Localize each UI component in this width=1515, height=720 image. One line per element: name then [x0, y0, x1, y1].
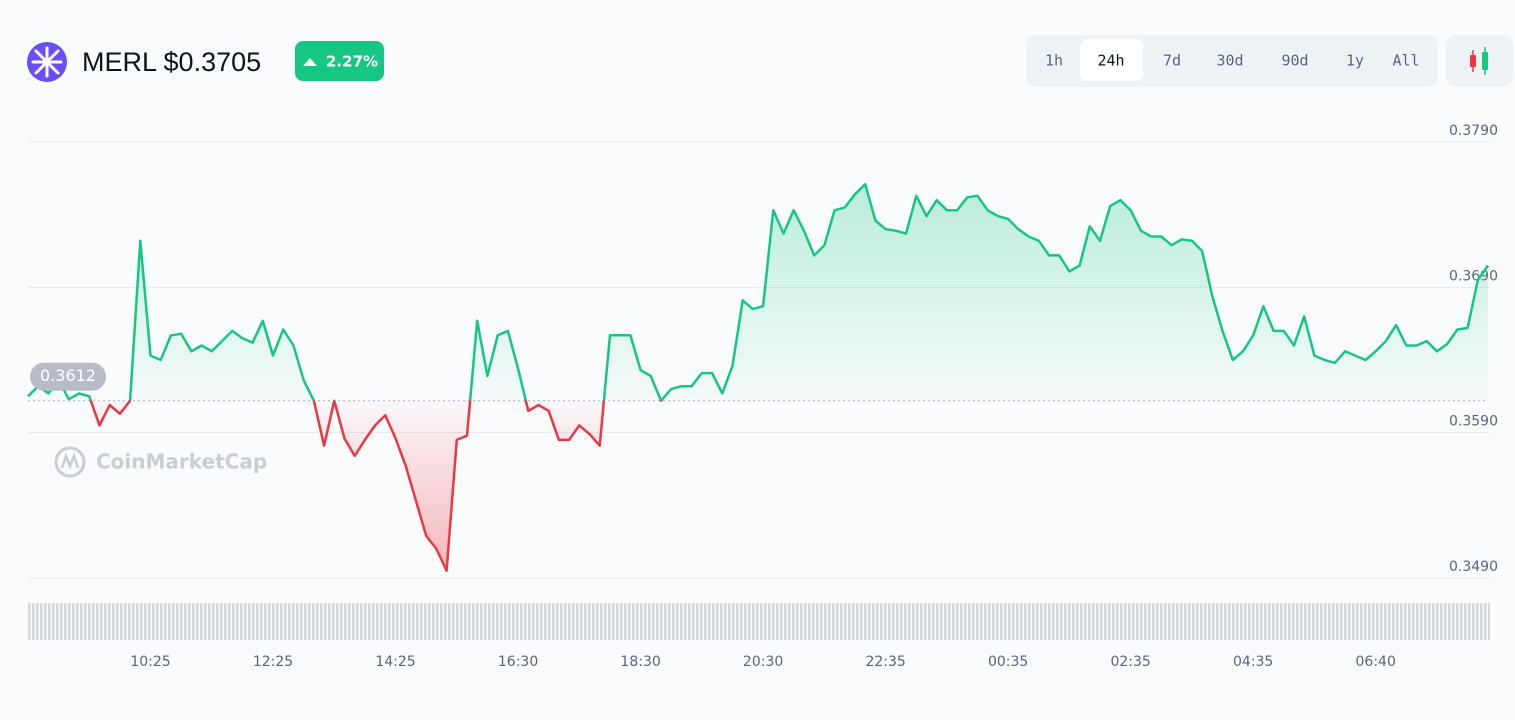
price-area	[28, 184, 1488, 571]
y-tick-label: 0.3690	[1449, 268, 1498, 284]
x-tick-label: 02:35	[1110, 654, 1150, 670]
baseline-label: 0.3612	[40, 366, 96, 385]
range-buttons: 1h 24h 7d 30d 90d 1y All	[1045, 39, 1420, 81]
y-tick-label: 0.3590	[1449, 414, 1498, 430]
x-tick-label: 10:25	[130, 654, 170, 670]
token-price: $0.3705	[164, 47, 262, 77]
candle-toggle[interactable]	[1446, 35, 1513, 87]
token-logo-mark	[31, 46, 63, 78]
x-tick-label: 16:30	[498, 654, 538, 670]
range-button[interactable]: 90d	[1281, 52, 1308, 70]
baseline-label-bg	[30, 362, 106, 391]
y-tick-label: 0.3490	[1449, 559, 1498, 575]
token-title: MERL $0.3705	[82, 47, 261, 77]
range-button[interactable]: 7d	[1163, 52, 1181, 70]
change-value: 2.27%	[326, 53, 378, 71]
token-symbol: MERL	[82, 47, 157, 77]
range-button-active[interactable]	[1080, 39, 1143, 81]
watermark: CoinMarketCap	[96, 450, 267, 474]
range-button[interactable]: 24h	[1097, 52, 1124, 70]
candle-icon-body	[1470, 55, 1476, 67]
watermark-logo-mark	[60, 452, 80, 470]
range-button[interactable]: 1h	[1045, 52, 1063, 70]
candle-icon-body	[1482, 52, 1488, 70]
range-button[interactable]: All	[1392, 52, 1419, 70]
price-line	[27, 182, 1490, 572]
x-tick-label: 00:35	[988, 654, 1028, 670]
x-tick-label: 14:25	[375, 654, 415, 670]
x-tick-label: 12:25	[253, 654, 293, 670]
x-tick-label: 04:35	[1233, 654, 1273, 670]
x-tick-label: 20:30	[743, 654, 783, 670]
plot-area: 0.3490 0.3590 0.3690 0.3790 10:25 12:25 14:25 1…	[27, 123, 1498, 670]
x-tick-label: 22:35	[865, 654, 905, 670]
range-button[interactable]: 1y	[1346, 52, 1364, 70]
change-badge	[295, 41, 384, 81]
y-tick-label: 0.3790	[1449, 123, 1498, 139]
watermark-logo	[54, 446, 86, 478]
volume-strip	[28, 603, 1490, 640]
x-tick-label: 06:40	[1356, 654, 1396, 670]
x-tick-label: 18:30	[620, 654, 660, 670]
up-arrow	[303, 58, 317, 66]
range-button[interactable]: 30d	[1216, 52, 1243, 70]
